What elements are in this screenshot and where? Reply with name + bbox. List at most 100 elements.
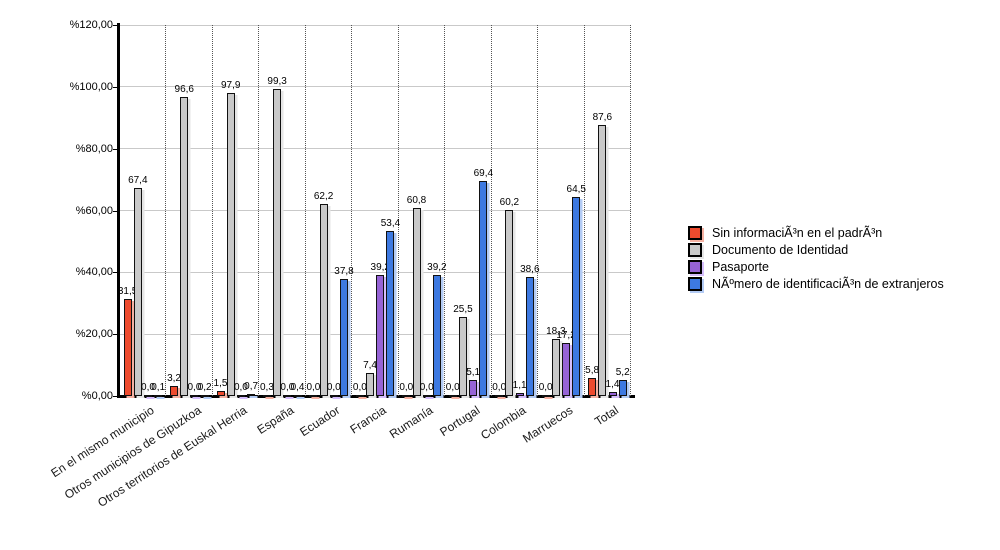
bar — [170, 386, 179, 396]
bar-value-label: 0,0 — [280, 382, 295, 393]
bar-value-label: 0,2 — [197, 382, 212, 393]
bar-value-label: 0,0 — [326, 382, 341, 393]
bar — [432, 274, 441, 396]
bar-value-label: 0,0 — [141, 382, 155, 393]
bar — [262, 395, 271, 397]
y-axis-tick — [113, 272, 118, 274]
bar — [618, 379, 627, 396]
bar-value-label: 0,0 — [538, 382, 553, 393]
y-tick-label: %100,00 — [69, 80, 113, 93]
bar-value-label: 64,5 — [566, 183, 586, 195]
group-separator-dotted-line — [583, 25, 585, 396]
bar — [469, 380, 478, 396]
x-category-label: Ecuador — [297, 403, 343, 440]
x-axis-line — [117, 395, 635, 398]
group-separator-dotted-line — [211, 25, 213, 396]
y-axis-tick — [113, 334, 118, 336]
legend-swatch-icon — [688, 225, 702, 240]
bar-value-label: 60,2 — [499, 196, 520, 208]
bar-value-label: 87,6 — [592, 112, 613, 124]
bar — [190, 395, 199, 397]
group-separator-dotted-line — [165, 25, 167, 396]
bar — [608, 391, 617, 396]
y-axis-tick — [113, 396, 118, 397]
bar-value-label: 5,8 — [585, 365, 600, 377]
bar-value-label: 18,3 — [546, 326, 566, 338]
gridline — [120, 271, 631, 273]
group-separator-dotted-line — [258, 25, 260, 396]
bar-value-label: 69,4 — [473, 168, 494, 180]
x-category-label: Portugal — [436, 403, 482, 440]
bar — [144, 395, 152, 397]
bar-value-label: 0,0 — [187, 382, 202, 393]
bar-value-label: 0,0 — [445, 382, 460, 393]
group-separator-dotted-line — [537, 25, 539, 396]
x-category-label: Total — [592, 403, 622, 429]
bar — [236, 395, 245, 397]
bar-value-label: 99,3 — [267, 75, 287, 87]
legend-swatch-icon — [688, 259, 702, 274]
bar — [319, 203, 328, 396]
bar — [448, 395, 457, 397]
bar-value-label: 67,4 — [128, 174, 148, 186]
x-category-label: Francia — [347, 403, 390, 437]
bar-value-label: 1,1 — [512, 379, 527, 391]
y-tick-label: %80,00 — [75, 142, 113, 155]
gridline — [120, 86, 631, 88]
y-axis-tick — [113, 210, 118, 212]
bar-value-label: 38,6 — [520, 263, 540, 275]
bar — [283, 395, 292, 397]
bar — [154, 395, 163, 397]
group-separator-dotted-line — [304, 25, 306, 396]
bar — [412, 208, 421, 396]
bar-value-label: 17,2 — [556, 329, 576, 341]
group-separator-dotted-line — [397, 25, 399, 396]
bar — [247, 393, 256, 396]
bar-value-label: 0,0 — [399, 382, 414, 393]
gridline — [120, 333, 631, 335]
bar — [572, 196, 581, 396]
bar — [273, 88, 282, 396]
legend-item: Sin informaciÃ³n en el padrÃ³n — [688, 224, 944, 241]
bar — [495, 395, 504, 397]
x-category-label: Rumanía — [387, 403, 436, 442]
bar — [200, 395, 209, 397]
group-separator-dotted-line — [444, 25, 446, 396]
bar — [515, 392, 524, 396]
legend: Sin informaciÃ³n en el padrÃ³n Documento … — [688, 224, 944, 292]
y-axis-tick — [113, 148, 118, 150]
bar — [293, 394, 302, 397]
gridline — [120, 24, 631, 26]
y-axis-line — [117, 23, 120, 398]
bar — [216, 391, 225, 396]
bar — [329, 395, 338, 397]
bar-value-label: 97,9 — [220, 80, 241, 92]
bar-value-label: 0,0 — [306, 382, 321, 393]
bar — [355, 395, 364, 397]
bar — [551, 339, 560, 396]
legend-swatch-icon — [688, 242, 702, 257]
bar-value-label: 37,8 — [334, 266, 354, 278]
legend-label: Sin informaciÃ³n en el padrÃ³n — [712, 225, 883, 240]
x-category-label: España — [254, 403, 297, 437]
bar — [505, 209, 514, 396]
bar — [340, 279, 348, 396]
bar-value-label: 0,0 — [233, 382, 248, 393]
bar-value-label: 53,4 — [380, 217, 401, 229]
bar-value-label: 5,2 — [615, 366, 630, 378]
bar-value-label: 60,8 — [406, 195, 427, 207]
legend-swatch-icon — [688, 276, 702, 291]
bar-value-label: 96,6 — [174, 84, 194, 96]
bar-value-label: 39,2 — [370, 261, 390, 273]
bar — [458, 317, 467, 396]
y-tick-label: %40,00 — [75, 266, 113, 279]
group-separator-dotted-line — [629, 25, 631, 396]
bar-value-label: 3,2 — [167, 373, 181, 385]
bar — [562, 342, 571, 396]
bar — [180, 97, 189, 396]
bar-value-label: 1,4 — [605, 378, 620, 390]
bar-value-label: 0,0 — [419, 382, 434, 393]
bar-value-label: 39,2 — [427, 261, 447, 273]
bar — [386, 230, 395, 396]
